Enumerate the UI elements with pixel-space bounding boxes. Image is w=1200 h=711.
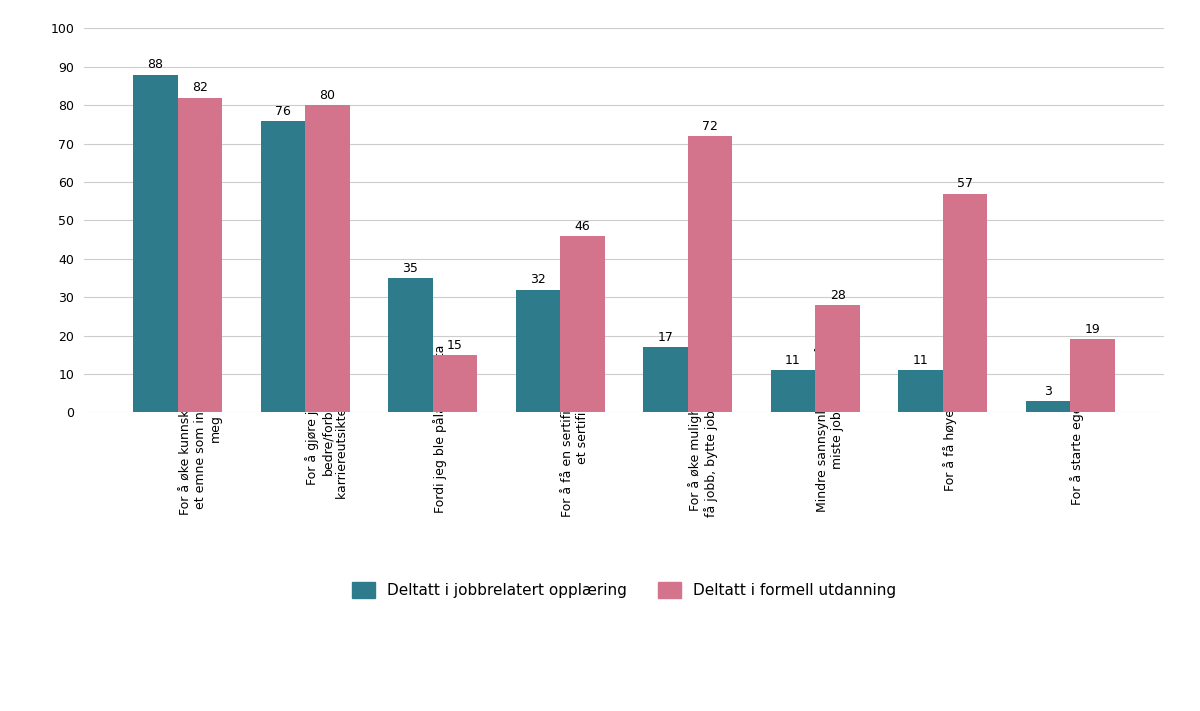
Text: 72: 72 xyxy=(702,120,718,133)
Bar xyxy=(305,105,350,412)
Text: 3: 3 xyxy=(1044,385,1052,397)
Text: 82: 82 xyxy=(192,82,208,95)
Bar xyxy=(815,305,860,412)
Text: 11: 11 xyxy=(912,354,929,367)
Text: 80: 80 xyxy=(319,89,336,102)
Bar xyxy=(260,121,305,412)
Bar xyxy=(1070,339,1115,412)
Text: 35: 35 xyxy=(402,262,419,275)
Bar xyxy=(433,355,478,412)
Text: 17: 17 xyxy=(658,331,673,344)
Text: 11: 11 xyxy=(785,354,800,367)
Bar xyxy=(516,289,560,412)
Text: 28: 28 xyxy=(829,289,846,301)
Text: 57: 57 xyxy=(958,178,973,191)
Text: 46: 46 xyxy=(575,220,590,232)
Text: 15: 15 xyxy=(448,338,463,352)
Bar xyxy=(770,370,815,412)
Bar xyxy=(560,236,605,412)
Legend: Deltatt i jobbrelatert opplæring, Deltatt i formell utdanning: Deltatt i jobbrelatert opplæring, Deltat… xyxy=(346,576,902,604)
Bar xyxy=(688,136,732,412)
Bar xyxy=(898,370,943,412)
Bar xyxy=(943,193,988,412)
Bar xyxy=(643,347,688,412)
Bar xyxy=(133,75,178,412)
Text: 88: 88 xyxy=(148,58,163,71)
Text: 76: 76 xyxy=(275,105,290,117)
Bar xyxy=(178,97,222,412)
Text: 19: 19 xyxy=(1085,324,1100,336)
Bar xyxy=(1026,401,1070,412)
Bar xyxy=(388,278,433,412)
Text: 32: 32 xyxy=(530,274,546,287)
